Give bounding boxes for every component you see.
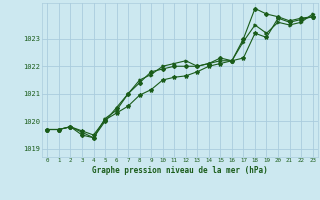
X-axis label: Graphe pression niveau de la mer (hPa): Graphe pression niveau de la mer (hPa) bbox=[92, 166, 268, 175]
